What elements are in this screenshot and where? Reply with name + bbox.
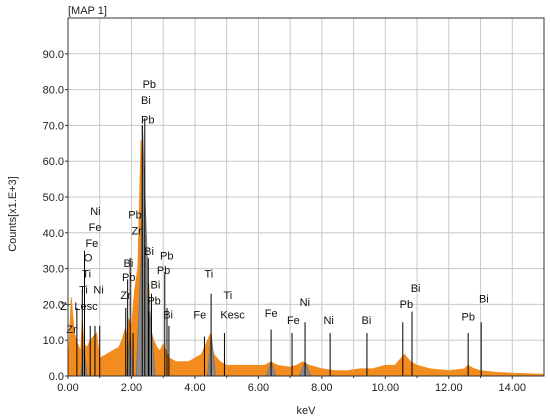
element-label: Fe: [85, 238, 98, 250]
element-label: Ni: [90, 206, 100, 218]
element-label: Bi: [141, 95, 151, 107]
x-tick-label: 4.00: [184, 382, 205, 394]
y-tick-label: 10.0: [43, 335, 64, 347]
y-tick-label: 80.0: [43, 85, 64, 97]
y-tick-label: 70.0: [43, 120, 64, 132]
element-label: Zr: [60, 301, 71, 313]
y-axis-title: Counts[x1.E+3]: [7, 176, 19, 252]
element-label: Bi: [479, 294, 489, 306]
x-tick-label: 2.00: [121, 382, 142, 394]
chart-title: [MAP 1]: [68, 5, 107, 17]
element-label: Fe: [265, 308, 278, 320]
element-label: Bi: [163, 310, 173, 322]
element-label: Ni: [93, 285, 103, 297]
y-tick-label: 50.0: [43, 192, 64, 204]
element-label: Fe: [89, 222, 102, 234]
element-label: Zr: [120, 290, 131, 302]
grid-layer: [68, 18, 544, 376]
x-axis-title: keV: [297, 405, 317, 417]
x-tick-label: 0.00: [57, 382, 78, 394]
marker-layer: [76, 118, 482, 376]
element-label: Lesc: [74, 301, 98, 313]
element-label: Kesc: [220, 310, 245, 322]
element-label: Ti: [82, 269, 91, 281]
y-tick-label: 40.0: [43, 228, 64, 240]
element-label: Ni: [300, 297, 310, 309]
element-label: Pb: [141, 115, 154, 127]
element-label: Pb: [147, 295, 160, 307]
element-label: Ti: [223, 290, 232, 302]
element-label: Bi: [124, 258, 134, 270]
x-tick-label: 14.00: [499, 382, 527, 394]
element-label: Pb: [160, 251, 173, 263]
y-tick-label: 20.0: [43, 299, 64, 311]
element-label: Zr: [131, 226, 142, 238]
element-label: Ti: [204, 269, 213, 281]
element-label: Bi: [144, 246, 154, 258]
element-label: Bi: [151, 279, 161, 291]
x-tick-label: 12.00: [435, 382, 463, 394]
x-tick-label: 8.00: [311, 382, 332, 394]
element-label: Pb: [461, 312, 474, 324]
x-tick-label: 10.00: [372, 382, 400, 394]
element-label: Bi: [411, 283, 421, 295]
element-label: Fe: [287, 315, 300, 327]
element-label: Bi: [362, 315, 372, 327]
x-tick-label: 6.00: [248, 382, 269, 394]
element-label: Pb: [157, 265, 170, 277]
element-label: Pb: [122, 272, 135, 284]
element-label: Pb: [143, 79, 156, 91]
element-label: Pb: [400, 299, 413, 311]
y-tick-label: 60.0: [43, 156, 64, 168]
element-label: Ni: [323, 315, 333, 327]
element-label: Fe: [193, 310, 206, 322]
y-tick-label: 0.0: [49, 371, 64, 383]
axis-layer: 0.0 10.0 20.0 30.0 40.0 50.0 60.0 70.0 80.0 90.0 0…: [43, 17, 545, 394]
element-label: Pb: [128, 209, 141, 221]
y-tick-label: 30.0: [43, 264, 64, 276]
element-label: Zr: [66, 324, 77, 336]
element-label: Ti: [79, 285, 88, 297]
y-tick-label: 90.0: [43, 49, 64, 61]
spectrum-area: [67, 139, 545, 377]
element-label: O: [84, 252, 93, 264]
